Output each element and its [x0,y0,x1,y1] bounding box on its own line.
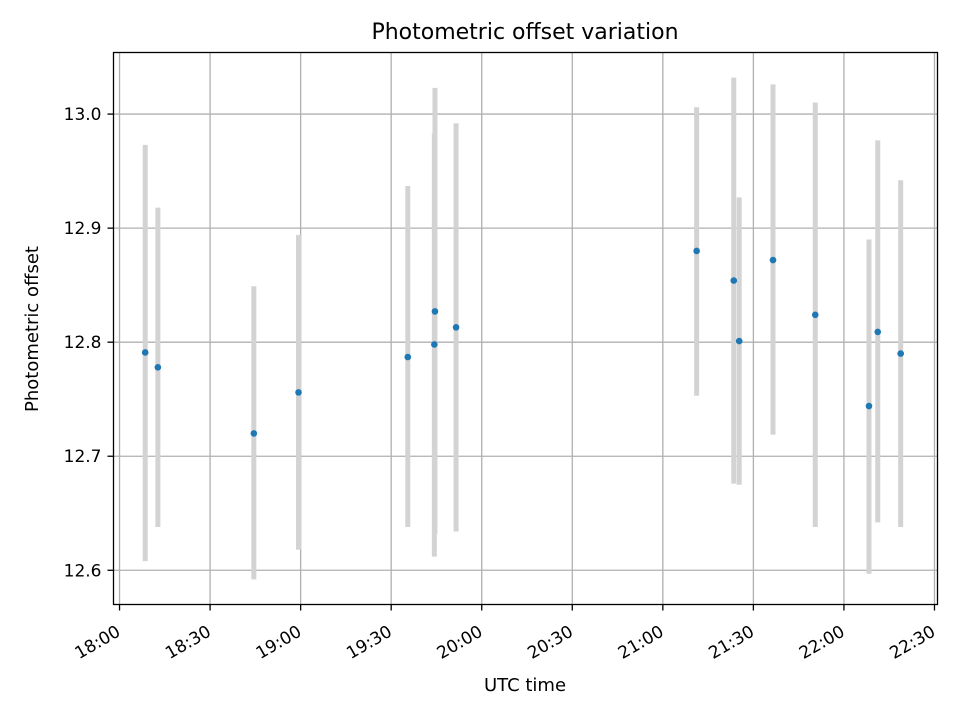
y-tick-label: 12.8 [64,333,102,353]
data-point [811,311,819,319]
y-tick-label: 13.0 [64,105,102,125]
data-point [154,363,162,371]
y-axis-ticks: 12.6 12.7 12.8 12.9 13.0 [64,105,114,581]
data-point [295,389,302,396]
data-point [431,341,438,348]
plot-frame [112,51,939,606]
data-point [897,350,904,357]
y-tick-label: 12.6 [64,561,102,581]
data-point [141,349,149,356]
data-point [693,247,700,255]
data-point [874,328,882,336]
data-point [769,256,777,264]
data-point [404,353,412,361]
y-tick-label: 12.7 [64,447,102,467]
y-axis-label: Photometric offset [22,246,43,412]
data-point [865,402,873,410]
data-point [735,337,743,345]
data-points [141,247,904,437]
grid [113,52,938,605]
chart-title: Photometric offset variation [371,20,678,45]
data-point [431,308,439,315]
data-point [730,277,738,284]
data-point [250,430,258,437]
x-axis-label: UTC time [484,675,566,696]
y-tick-label: 12.9 [64,219,102,239]
data-point [452,324,460,331]
